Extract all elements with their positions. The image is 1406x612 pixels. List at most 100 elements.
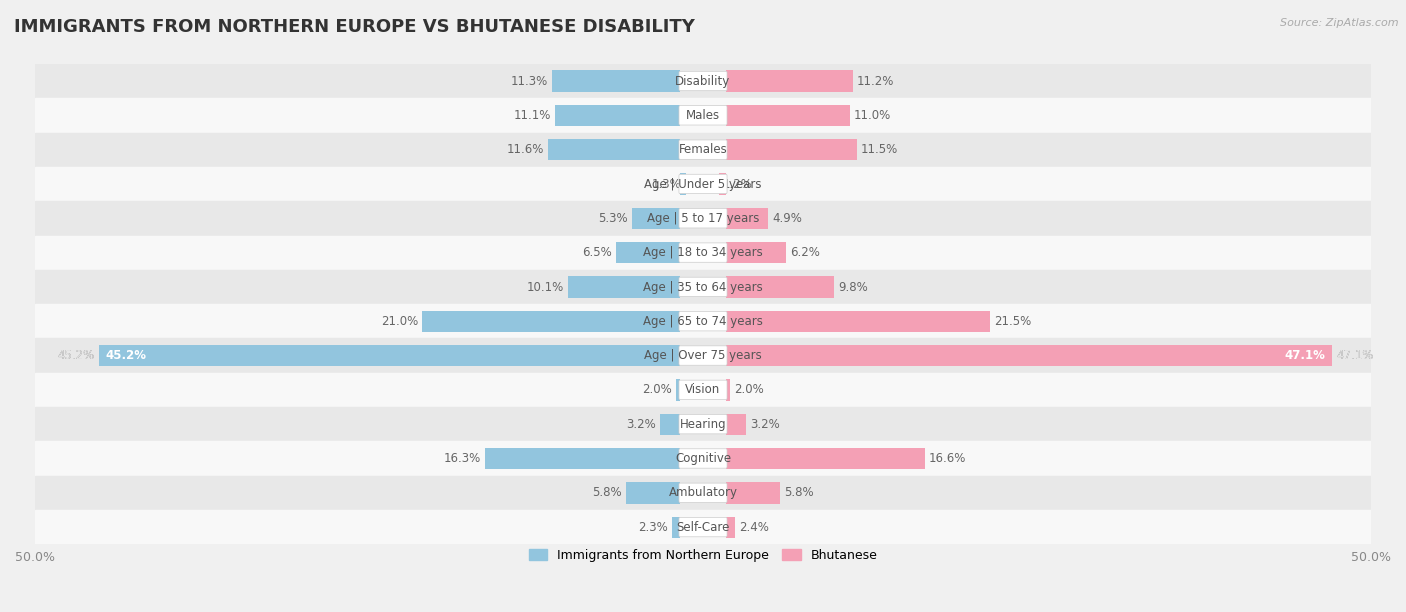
Text: 4.9%: 4.9%	[772, 212, 803, 225]
FancyBboxPatch shape	[679, 277, 727, 297]
Bar	[485, 448, 679, 469]
FancyBboxPatch shape	[679, 209, 727, 228]
Text: 11.5%: 11.5%	[860, 143, 898, 156]
Bar	[633, 207, 679, 229]
Bar	[35, 99, 1371, 133]
Bar	[35, 407, 1371, 441]
Bar	[727, 105, 851, 126]
Text: 21.0%: 21.0%	[381, 315, 419, 328]
Text: Age | Under 5 years: Age | Under 5 years	[644, 177, 762, 190]
Text: Age | 35 to 64 years: Age | 35 to 64 years	[643, 280, 763, 294]
Text: 47.1%: 47.1%	[1336, 349, 1374, 362]
Bar	[616, 242, 679, 263]
Text: Hearing: Hearing	[679, 418, 727, 431]
Text: 1.2%: 1.2%	[723, 177, 754, 190]
Bar	[100, 345, 679, 366]
Bar	[35, 510, 1371, 545]
Bar	[548, 139, 679, 160]
Bar	[727, 414, 745, 435]
Bar	[727, 242, 786, 263]
Text: 11.0%: 11.0%	[853, 109, 891, 122]
Text: Source: ZipAtlas.com: Source: ZipAtlas.com	[1281, 18, 1399, 28]
Bar	[727, 311, 990, 332]
Bar	[727, 207, 769, 229]
FancyBboxPatch shape	[679, 483, 727, 502]
Text: 2.4%: 2.4%	[740, 521, 769, 534]
Bar	[35, 304, 1371, 338]
Bar	[35, 270, 1371, 304]
FancyBboxPatch shape	[679, 517, 727, 537]
Bar	[35, 167, 1371, 201]
Bar	[35, 441, 1371, 476]
Text: 6.5%: 6.5%	[582, 246, 612, 259]
Bar	[35, 338, 1371, 373]
FancyBboxPatch shape	[679, 449, 727, 468]
Text: 16.3%: 16.3%	[444, 452, 481, 465]
FancyBboxPatch shape	[679, 346, 727, 365]
FancyBboxPatch shape	[679, 140, 727, 159]
Text: 2.0%: 2.0%	[734, 384, 763, 397]
Text: 47.1%: 47.1%	[1336, 349, 1374, 362]
Bar	[35, 201, 1371, 236]
Bar	[35, 236, 1371, 270]
Bar	[676, 379, 679, 401]
Text: Females: Females	[679, 143, 727, 156]
Text: Cognitive: Cognitive	[675, 452, 731, 465]
Bar	[35, 476, 1371, 510]
Text: 21.5%: 21.5%	[994, 315, 1032, 328]
Text: IMMIGRANTS FROM NORTHERN EUROPE VS BHUTANESE DISABILITY: IMMIGRANTS FROM NORTHERN EUROPE VS BHUTA…	[14, 18, 695, 36]
Text: 5.8%: 5.8%	[592, 487, 621, 499]
Bar	[718, 173, 727, 195]
Bar	[672, 517, 679, 538]
Text: 5.8%: 5.8%	[785, 487, 814, 499]
Bar	[727, 517, 735, 538]
Text: Age | Over 75 years: Age | Over 75 years	[644, 349, 762, 362]
FancyBboxPatch shape	[679, 380, 727, 400]
FancyBboxPatch shape	[679, 312, 727, 331]
Text: 2.0%: 2.0%	[643, 384, 672, 397]
Text: 11.1%: 11.1%	[513, 109, 551, 122]
Bar	[727, 70, 852, 92]
Bar	[727, 277, 834, 297]
Bar	[626, 482, 679, 504]
Legend: Immigrants from Northern Europe, Bhutanese: Immigrants from Northern Europe, Bhutane…	[523, 544, 883, 567]
Text: Age | 18 to 34 years: Age | 18 to 34 years	[643, 246, 763, 259]
Bar	[555, 105, 679, 126]
Text: Ambulatory: Ambulatory	[668, 487, 738, 499]
Bar	[35, 373, 1371, 407]
Text: Age | 5 to 17 years: Age | 5 to 17 years	[647, 212, 759, 225]
Bar	[422, 311, 679, 332]
Bar	[679, 173, 686, 195]
Text: 47.1%: 47.1%	[1285, 349, 1326, 362]
Bar	[727, 379, 730, 401]
Text: 11.6%: 11.6%	[506, 143, 544, 156]
Text: Age | 65 to 74 years: Age | 65 to 74 years	[643, 315, 763, 328]
Bar	[727, 448, 925, 469]
Text: 1.3%: 1.3%	[652, 177, 682, 190]
Text: Vision: Vision	[685, 384, 721, 397]
Bar	[727, 482, 780, 504]
FancyBboxPatch shape	[679, 414, 727, 434]
Bar	[553, 70, 679, 92]
Text: 3.2%: 3.2%	[749, 418, 779, 431]
FancyBboxPatch shape	[679, 72, 727, 91]
Text: 2.3%: 2.3%	[638, 521, 668, 534]
Text: 45.2%: 45.2%	[58, 349, 96, 362]
FancyBboxPatch shape	[679, 243, 727, 263]
Bar	[661, 414, 679, 435]
Text: 11.3%: 11.3%	[510, 75, 548, 88]
FancyBboxPatch shape	[679, 174, 727, 193]
Text: 10.1%: 10.1%	[527, 280, 564, 294]
Text: Males: Males	[686, 109, 720, 122]
Text: 5.3%: 5.3%	[599, 212, 628, 225]
Bar	[35, 133, 1371, 167]
Bar	[727, 139, 856, 160]
Bar	[35, 64, 1371, 99]
Text: 9.8%: 9.8%	[838, 280, 868, 294]
FancyBboxPatch shape	[679, 106, 727, 125]
Text: 11.2%: 11.2%	[856, 75, 894, 88]
Text: 6.2%: 6.2%	[790, 246, 820, 259]
Text: 3.2%: 3.2%	[627, 418, 657, 431]
Text: 16.6%: 16.6%	[929, 452, 966, 465]
Bar	[568, 277, 679, 297]
